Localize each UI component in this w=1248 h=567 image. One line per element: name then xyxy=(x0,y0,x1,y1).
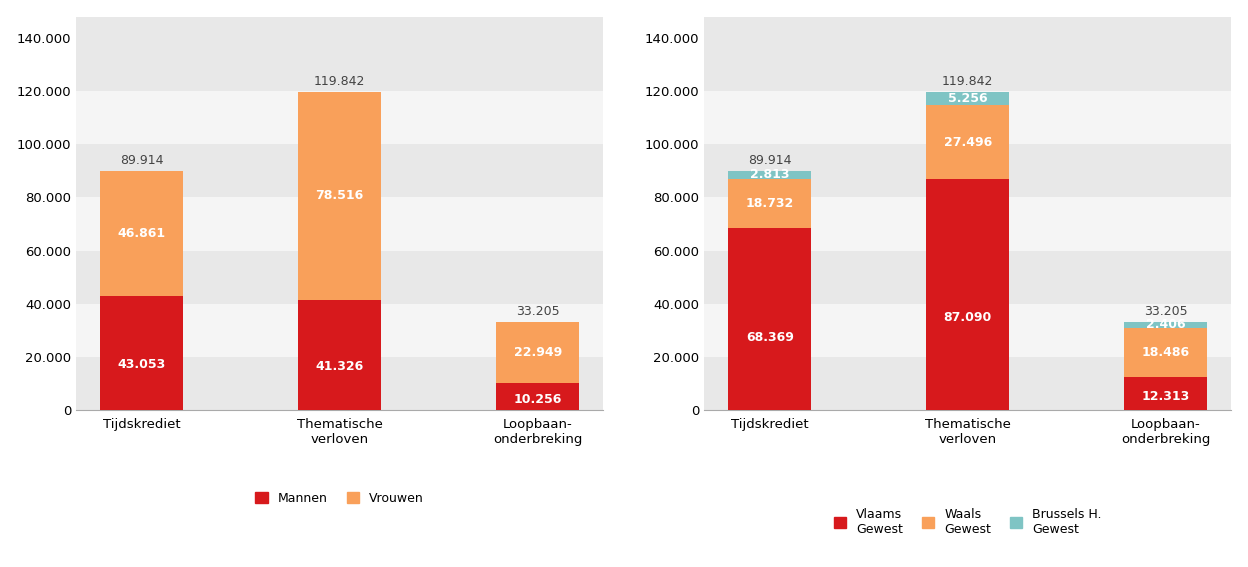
Text: 119.842: 119.842 xyxy=(314,74,366,87)
Bar xyxy=(76,357,603,410)
Text: 27.496: 27.496 xyxy=(943,136,992,149)
Bar xyxy=(926,179,1010,410)
Bar xyxy=(729,179,811,229)
Text: 33.205: 33.205 xyxy=(1144,305,1188,318)
Text: 18.486: 18.486 xyxy=(1142,346,1189,359)
Bar xyxy=(704,304,1232,357)
Text: 68.369: 68.369 xyxy=(746,331,794,344)
Bar xyxy=(495,383,579,410)
Bar xyxy=(76,16,603,38)
Text: 22.949: 22.949 xyxy=(513,346,562,359)
Bar xyxy=(729,229,811,410)
Legend: Vlaams
Gewest, Waals
Gewest, Brussels H.
Gewest: Vlaams Gewest, Waals Gewest, Brussels H.… xyxy=(829,503,1107,541)
Bar xyxy=(298,300,381,410)
Text: 5.256: 5.256 xyxy=(948,92,987,105)
Bar xyxy=(704,197,1232,251)
Bar xyxy=(76,91,603,144)
Bar xyxy=(1124,328,1207,377)
Bar xyxy=(495,322,579,383)
Bar xyxy=(76,251,603,304)
Text: 78.516: 78.516 xyxy=(316,189,363,202)
Text: 87.090: 87.090 xyxy=(943,311,992,324)
Bar xyxy=(76,38,603,91)
Bar xyxy=(1124,377,1207,410)
Bar xyxy=(100,171,183,295)
Text: 10.256: 10.256 xyxy=(513,392,562,405)
Bar xyxy=(1124,322,1207,328)
Text: 41.326: 41.326 xyxy=(316,359,363,373)
Legend: Mannen, Vrouwen: Mannen, Vrouwen xyxy=(251,487,429,510)
Text: 43.053: 43.053 xyxy=(117,358,166,371)
Bar xyxy=(729,171,811,179)
Text: 2.406: 2.406 xyxy=(1146,319,1186,332)
Bar xyxy=(704,16,1232,38)
Bar xyxy=(926,91,1010,105)
Bar xyxy=(704,144,1232,197)
Text: 119.842: 119.842 xyxy=(942,74,993,87)
Text: 89.914: 89.914 xyxy=(120,154,163,167)
Bar xyxy=(704,251,1232,304)
Bar xyxy=(704,91,1232,144)
Bar xyxy=(100,295,183,410)
Text: 18.732: 18.732 xyxy=(746,197,794,210)
Bar xyxy=(76,197,603,251)
Bar xyxy=(926,105,1010,179)
Text: 33.205: 33.205 xyxy=(515,305,559,318)
Bar xyxy=(298,91,381,300)
Text: 89.914: 89.914 xyxy=(748,154,791,167)
Text: 2.813: 2.813 xyxy=(750,168,790,181)
Bar xyxy=(76,304,603,357)
Text: 46.861: 46.861 xyxy=(117,227,166,240)
Text: 12.313: 12.313 xyxy=(1142,391,1189,404)
Bar xyxy=(704,357,1232,410)
Bar xyxy=(76,144,603,197)
Bar xyxy=(704,38,1232,91)
